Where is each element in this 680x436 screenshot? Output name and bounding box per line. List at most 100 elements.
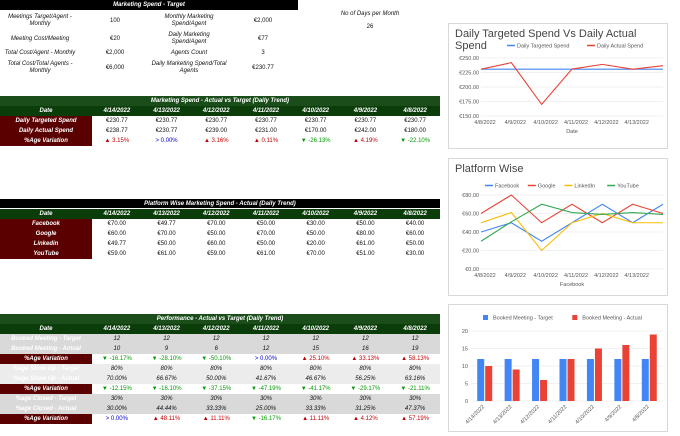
y-tick-label: €60.00 (462, 212, 479, 218)
platform-cell: €61.00 (356, 240, 375, 247)
bar (649, 334, 657, 401)
x-tick-label: 4/9/2022 (604, 404, 623, 423)
spend-cell: €170.00 (304, 127, 327, 134)
x-tick-label: 4/14/2022 (465, 404, 487, 426)
performance-date: 4/11/2022 (241, 324, 291, 334)
platform-cell: €70.00 (107, 220, 127, 227)
y-tick-label: €40.00 (462, 230, 479, 236)
y-tick-label: 10 (462, 364, 468, 370)
target-label: Meetings Target/Agent - Monthly (8, 14, 72, 27)
x-tick-label: 4/8/2022 (631, 404, 650, 423)
perf-cell: 10 (92, 344, 142, 354)
perf-row-label: %age Show Up - Target (0, 364, 92, 374)
platform-cell: €59.00 (207, 250, 226, 257)
bar (504, 359, 512, 401)
platform-chart-title: Platform Wise (455, 163, 524, 175)
perf-cell: 80% (290, 364, 341, 374)
series-line (480, 194, 664, 224)
platform-chart-svg: €0.00 €20.00 €40.00 €60.00 €80.00 4/8/2022 4/9… (462, 184, 664, 288)
variation-cell: ▲ 3.15% (104, 137, 130, 144)
perf-cell: 9 (141, 344, 192, 354)
perf-cell: 12 (141, 334, 192, 344)
legend-label: YouTube (617, 184, 639, 190)
platform-cell: €70.00 (256, 230, 276, 237)
bar (586, 359, 594, 401)
perf-cell: 41.67% (241, 374, 291, 384)
platform-row: YouTube €59.00 €61.00 €59.00 €61.00 €70.00 €51… (0, 249, 440, 259)
target-label: Daily Marketing Spend/Agent (168, 32, 210, 45)
platform-row: Google €60.00 €70.00 €50.00 €70.00 €50.00 €80.… (0, 229, 440, 239)
platform-cell: €50.00 (405, 240, 425, 247)
target-row: Total Cost/Total Agents - Monthly €6,000 D… (0, 59, 298, 77)
spend-section: Marketing Spend - Actual vs Target (Dail… (0, 96, 440, 146)
y-tick-label: €150.00 (459, 114, 479, 120)
spend-cell: €242.00 (354, 127, 377, 134)
x-tick-label: 4/13/2022 (624, 273, 648, 279)
target-value: €2,000 (253, 17, 273, 24)
legend-swatch (572, 315, 578, 320)
spend-title: Marketing Spend - Actual vs Target (Dail… (0, 96, 440, 106)
y-tick-label: 20 (462, 329, 468, 335)
perf-cell: 44.44% (141, 404, 192, 414)
perf-target-row: Booked Meeting - Target 12 12 12 12 12 12 12 (0, 334, 440, 344)
spend-cell: €231.00 (255, 127, 277, 134)
series-line (480, 211, 663, 252)
bar (641, 359, 649, 401)
perf-cell: 80% (191, 364, 242, 374)
perf-cell: 46.67% (290, 374, 341, 384)
variation-cell: ▲ 4.19% (353, 137, 378, 144)
legend-label: LinkedIn (574, 184, 595, 190)
y-tick-label: 0 (465, 399, 468, 405)
spend-cell: €230.77 (155, 127, 178, 134)
perf-cell: 56.25% (340, 374, 391, 384)
target-title: Marketing Spend - Target (0, 0, 298, 10)
bar (540, 380, 548, 401)
perf-cell: 66.67% (141, 374, 192, 384)
spend-date: 4/10/2022 (290, 106, 341, 116)
x-axis-label: Date (566, 129, 578, 135)
bar (512, 369, 520, 401)
platform-row-label: Google (0, 229, 92, 239)
spend-cell: €230.77 (354, 117, 377, 124)
spend-cell: €230.77 (155, 117, 178, 124)
spend-header-row: Date 4/14/2022 4/13/2022 4/12/2022 4/11/2022… (0, 106, 440, 116)
y-tick-label: 5 (465, 382, 468, 388)
platform-cell: €59.00 (107, 250, 127, 257)
spend-cell: €230.77 (255, 117, 277, 124)
perf-cell: 63.16% (390, 374, 440, 384)
perf-variation-cell: ▼ -16.17% (250, 415, 281, 422)
meetings-chart-svg: 0 5 10 15 20 4/14/2022 4/13/2022 4/12/2022 4/11/… (462, 315, 663, 426)
perf-variation-cell: ▼ -16.17% (101, 355, 132, 362)
x-tick-label: 4/9/2022 (505, 120, 526, 126)
platform-date: 4/8/2022 (390, 209, 440, 219)
spend-chart-svg: €150.00 €175.00 €200.00 €225.00 €250.00 4/8/2… (459, 44, 664, 135)
spend-date: 4/8/2022 (390, 106, 440, 116)
perf-cell: 80% (141, 364, 192, 374)
target-value: €2,000 (105, 50, 125, 56)
platform-date: 4/11/2022 (241, 209, 291, 219)
performance-date: 4/14/2022 (92, 324, 142, 334)
platform-cell: €51.00 (356, 250, 375, 257)
perf-cell: 12 (191, 334, 242, 344)
target-value: 100 (109, 17, 120, 24)
spend-date: 4/12/2022 (191, 106, 242, 116)
platform-cell: €49.77 (107, 240, 127, 247)
legend-label: Facebook (495, 184, 519, 190)
perf-cell: 30% (290, 394, 341, 404)
spend-cell: €238.77 (106, 127, 128, 134)
legend-swatch (483, 315, 488, 320)
perf-row-label: %Age Variation (0, 414, 92, 424)
platform-table: Date 4/14/2022 4/13/2022 4/12/2022 4/11/2022… (0, 209, 440, 259)
perf-row-label: %Age Variation (0, 384, 92, 394)
spend-variation-row: %Age Variation ▲ 3.15% > 0.00% ▲ 3.16% ▲ 0.1… (0, 136, 440, 146)
platform-cell: €40.00 (405, 220, 425, 227)
bar (594, 348, 602, 401)
perf-cell: 33.33% (290, 404, 341, 414)
x-tick-label: 4/12/2022 (519, 404, 541, 426)
platform-date: 4/13/2022 (141, 209, 192, 219)
performance-date: 4/10/2022 (290, 324, 341, 334)
perf-cell: 25.00% (241, 404, 291, 414)
days-per-month: No of Days per Month 26 (340, 10, 400, 30)
perf-variation-cell: ▼ -16.10% (151, 385, 182, 392)
perf-variation-cell: ▼ -12.15% (101, 385, 132, 392)
